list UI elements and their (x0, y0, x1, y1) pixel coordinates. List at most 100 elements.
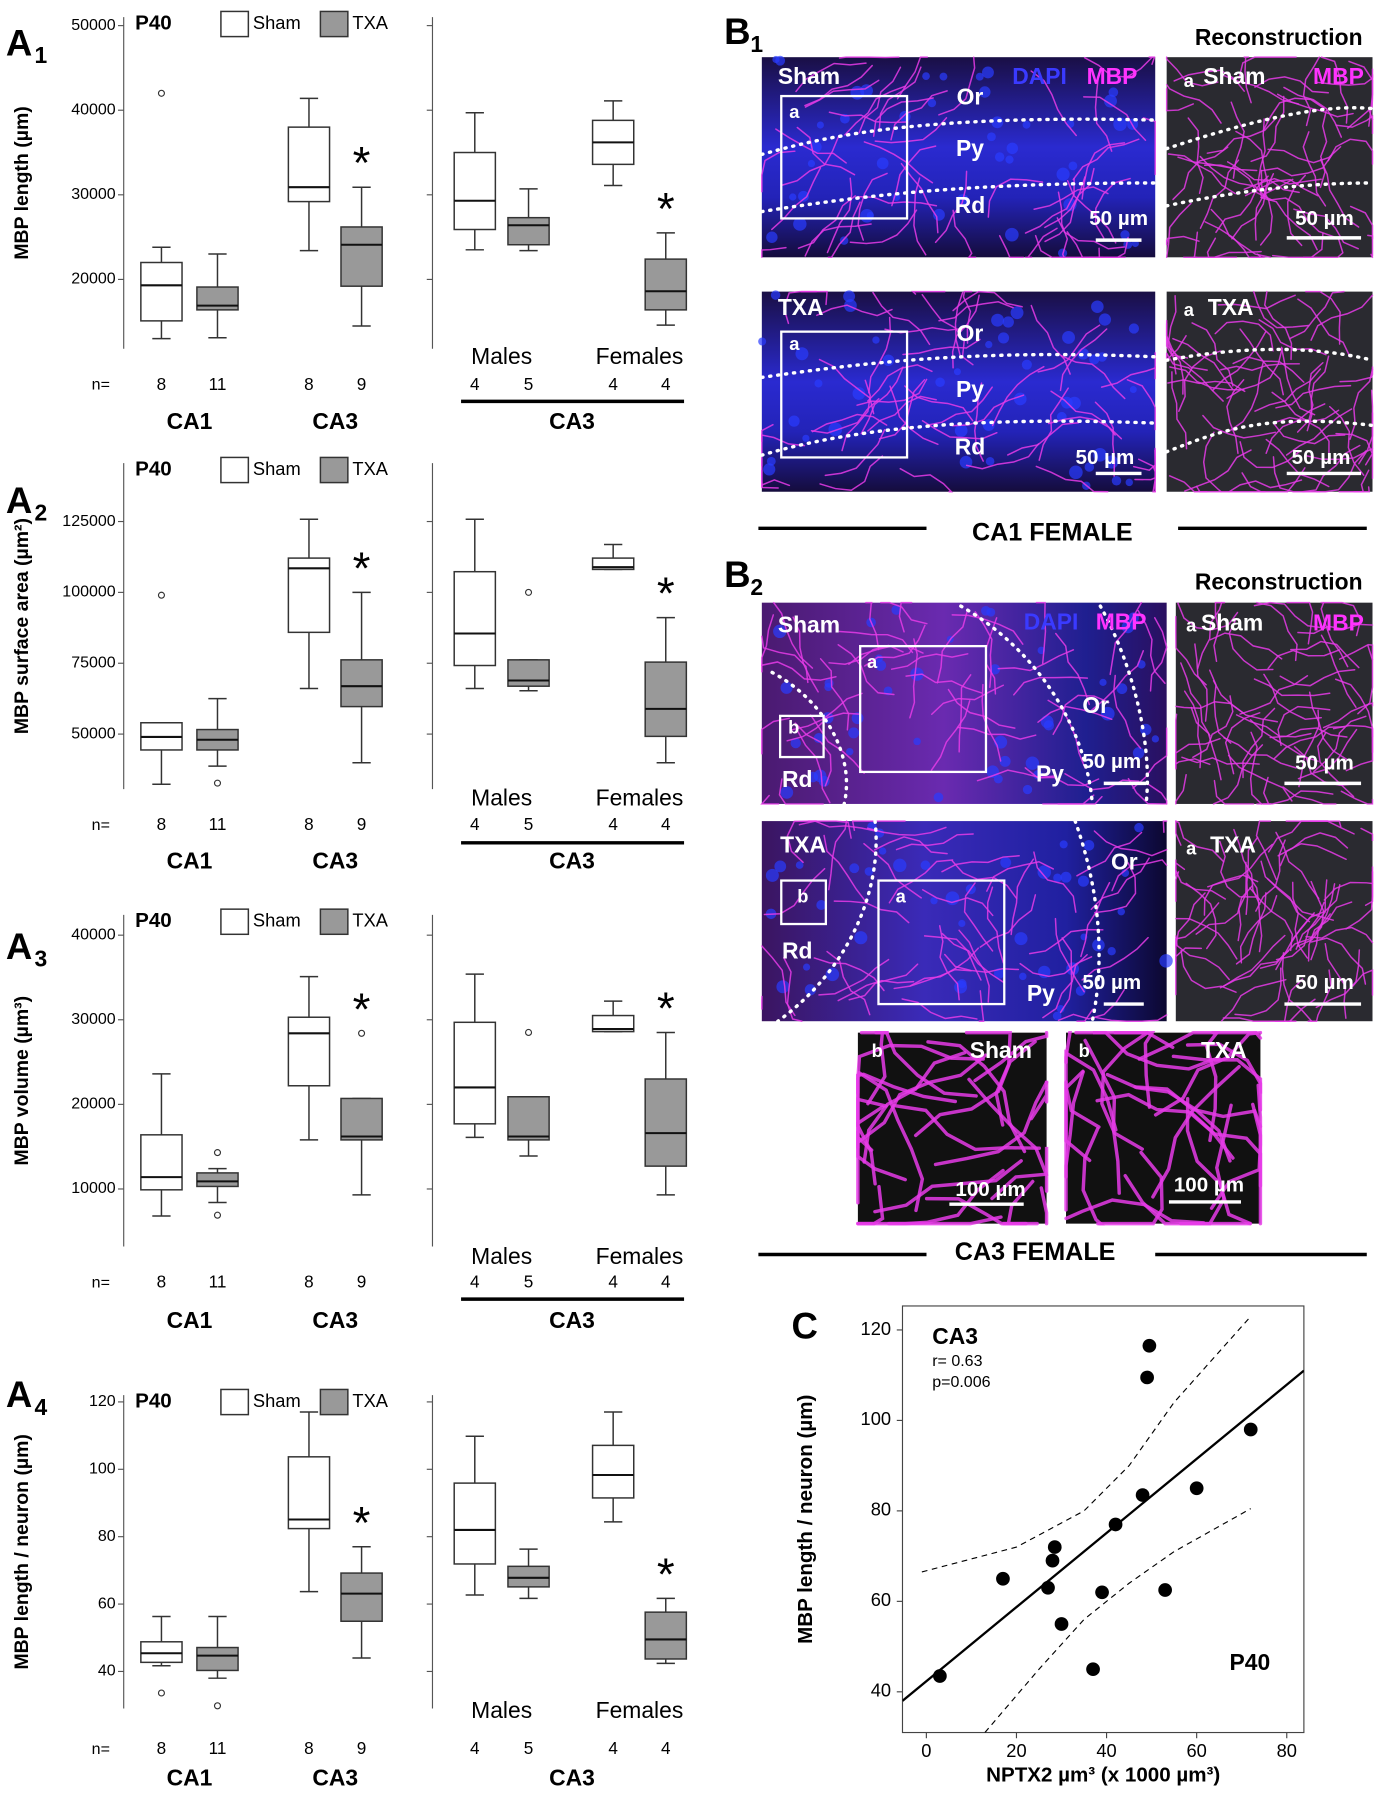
fiber (1245, 836, 1259, 916)
fiber (1094, 177, 1131, 239)
panel-label: B (724, 11, 750, 52)
legend-swatch (319, 456, 349, 484)
fiber (1252, 290, 1310, 329)
outlier (358, 1029, 366, 1037)
panel-label: A (6, 926, 32, 967)
fiber (1132, 456, 1156, 472)
fiber (1232, 356, 1305, 383)
nucleus (1099, 678, 1107, 686)
fiber (849, 209, 918, 245)
fiber (1172, 146, 1229, 201)
nucleus (795, 861, 804, 869)
fiber (761, 661, 837, 681)
fiber (1183, 690, 1202, 769)
reconstruction-image (1166, 291, 1373, 492)
inset-label: b (872, 1040, 883, 1061)
fiber (930, 700, 971, 771)
fiber (837, 979, 915, 1002)
n-label: 4 (608, 814, 618, 834)
fiber (1165, 352, 1224, 402)
nucleus (765, 868, 779, 882)
nucleus (997, 332, 1010, 344)
legend-swatch (319, 10, 349, 38)
nucleus (1019, 972, 1027, 981)
inset-label: b (797, 886, 808, 907)
fiber (1207, 843, 1274, 888)
fiber (1202, 414, 1277, 439)
n-label: 8 (304, 374, 314, 394)
fiber (1095, 1092, 1235, 1160)
n-label: 8 (304, 1738, 314, 1758)
panel-label-sub: 2 (750, 574, 763, 600)
fiber (893, 968, 972, 990)
fiber (1241, 472, 1266, 493)
panel-title: P40 (135, 909, 172, 932)
fiber (1064, 1070, 1085, 1212)
fiber (1364, 866, 1374, 907)
significance-marker: * (657, 983, 675, 1034)
n-label: 5 (524, 814, 534, 834)
fiber (880, 601, 928, 625)
nucleus (1037, 865, 1052, 879)
fiber (828, 111, 909, 124)
fiber (1223, 934, 1286, 987)
point (933, 1669, 947, 1683)
fiber (1165, 202, 1192, 259)
micrographs (758, 55, 1374, 1226)
fiber (1094, 1014, 1168, 1022)
box (644, 258, 688, 311)
box (340, 1097, 383, 1141)
fiber (1052, 694, 1110, 736)
box (196, 286, 239, 311)
nucleus (1083, 839, 1095, 851)
nucleus (1062, 331, 1075, 344)
fiber (923, 935, 982, 981)
box (507, 659, 550, 687)
fiber (1181, 756, 1260, 765)
fiber (1266, 878, 1335, 921)
nucleus (814, 379, 823, 388)
legend-label: TXA (352, 910, 388, 931)
fiber (1259, 912, 1315, 969)
plot-frame (901, 1305, 1305, 1734)
fiber (1042, 953, 1088, 1019)
nucleus (788, 415, 800, 427)
fiber (1064, 1198, 1206, 1225)
nucleus (1077, 875, 1089, 887)
n-label: 4 (608, 374, 618, 394)
fiber (1255, 820, 1278, 881)
nucleus (1089, 354, 1100, 365)
box (140, 261, 183, 322)
fiber (909, 947, 980, 987)
fiber (1081, 1127, 1106, 1226)
fiber (1007, 421, 1080, 456)
fiber (856, 1053, 988, 1144)
fiber (1327, 138, 1374, 165)
fiber (1132, 727, 1168, 789)
fiber (1263, 290, 1293, 361)
y-axis-label: MBP surface area (µm²) (11, 518, 33, 734)
fiber (1273, 422, 1346, 445)
fiber (964, 1030, 1012, 1127)
fiber (860, 366, 904, 435)
condition-label: Sham (970, 1037, 1032, 1063)
inset-label: a (789, 101, 800, 122)
fiber (1030, 70, 1077, 137)
fiber (1175, 758, 1211, 770)
nucleus (954, 424, 968, 438)
fiber (824, 429, 886, 477)
fiber (987, 178, 1044, 218)
fiber (1081, 142, 1126, 200)
inset-label: a (1184, 70, 1195, 91)
y-tick-label: 120 (861, 1318, 892, 1339)
micrograph-overlays (760, 94, 1375, 1206)
nucleus (780, 681, 793, 694)
fiber (1209, 1083, 1263, 1210)
outlier (213, 1211, 222, 1219)
annotation: CA3 (932, 1323, 978, 1349)
fiber (1105, 1072, 1232, 1163)
nucleus (935, 377, 945, 388)
group-label: CA3 (312, 1307, 358, 1333)
fiber (781, 135, 840, 186)
fiber (1185, 1097, 1253, 1226)
